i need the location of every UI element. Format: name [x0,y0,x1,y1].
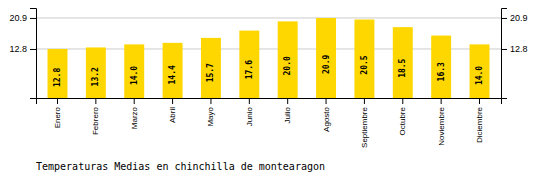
bar [124,44,144,98]
tick-mark [95,98,96,104]
tick: 20.9 [501,13,528,23]
tick-label: Junio [245,106,254,126]
tick-label: 12.8 [510,44,528,54]
tick-mark [364,98,365,104]
tick-mark [287,98,288,104]
tick: Agosto [322,98,331,132]
tick: 12.8 [501,44,528,54]
bar [316,18,336,98]
tick: Septiembre [360,98,369,148]
data-label: 14.0 [130,66,139,85]
tick-label: Septiembre [360,106,369,147]
bar [470,44,490,98]
data-label: 17.6 [245,60,254,79]
y2-axis: 12.8 20.9 [501,9,528,99]
data-label: 20.9 [322,55,331,74]
bar [278,21,298,98]
tick: 20.9 [9,13,36,23]
tick-label: 20.9 [510,13,528,23]
bar [201,38,221,98]
tick: Julio [283,98,292,123]
tick-mark [30,49,36,50]
bar [354,19,374,98]
axis-line [502,9,508,99]
tick: 12.8 [9,44,36,54]
axis-line [30,9,37,99]
tick: Abril [168,98,177,123]
plot: 12.8 13.2 14.0 14.4 15.7 17.6 20.0 20.9 20.5 18.5… [9,9,527,148]
tick-mark [172,98,173,104]
title: Temperaturas Medias en chinchilla de mon… [36,161,325,172]
tick-label: Octubre [398,106,407,135]
tick-label: 20.9 [9,13,27,23]
data-label: 14.0 [475,66,484,85]
bars [48,18,490,98]
tick-label: Diciembre [475,106,484,143]
axis-line [37,99,502,105]
data-label: 16.3 [437,62,446,81]
grid-line [36,17,501,18]
tick-mark [501,49,507,50]
tick: Febrero [91,98,100,135]
tick-mark [30,18,36,19]
tick-mark [249,98,250,104]
tick-mark [134,98,135,104]
data-label: 12.8 [53,68,62,87]
tick-label: Enero [53,106,62,128]
y-axis: 12.8 20.9 [9,9,36,99]
tick-label: Marzo [130,106,139,129]
data-label: 20.0 [283,56,292,75]
tick-mark [402,98,403,104]
data-label: 15.7 [206,63,215,82]
tick-mark [57,98,58,104]
tick-label: 12.8 [9,44,27,54]
tick: Octubre [398,98,407,135]
bar [431,36,451,98]
bar [48,49,68,98]
tick-label: Noviembre [437,106,446,145]
tick: Mayo [206,98,215,127]
tick-mark [501,18,507,19]
tick-label: Mayo [206,106,215,126]
tick: Enero [53,98,62,128]
tick-label: Julio [283,106,292,123]
data-label: 14.4 [168,65,177,84]
tick: Marzo [130,98,139,129]
bar [393,27,413,98]
data-label: 13.2 [91,67,100,86]
tick: Noviembre [437,98,446,146]
bar [239,31,259,98]
tick-mark [441,98,442,104]
tick-mark [210,98,211,104]
tick-mark [326,98,327,104]
tick-label: Abril [168,107,177,123]
tick: Diciembre [475,98,484,143]
data-labels: 12.8 13.2 14.0 14.4 15.7 17.6 20.0 20.9 20.5 18.5… [53,55,484,87]
data-label: 18.5 [398,58,407,77]
tick-mark [479,98,480,104]
chart: 12.8 13.2 14.0 14.4 15.7 17.6 20.0 20.9 20.5 18.5… [0,0,537,174]
x-axis: Enero Febrero Marzo Abril Mayo Junio Julio Agos… [37,98,502,148]
tick: Junio [245,98,254,126]
bar [86,47,106,98]
data-label: 20.5 [360,55,369,74]
tick-label: Agosto [322,106,331,131]
tick-label: Febrero [91,106,100,135]
bar [163,43,183,98]
